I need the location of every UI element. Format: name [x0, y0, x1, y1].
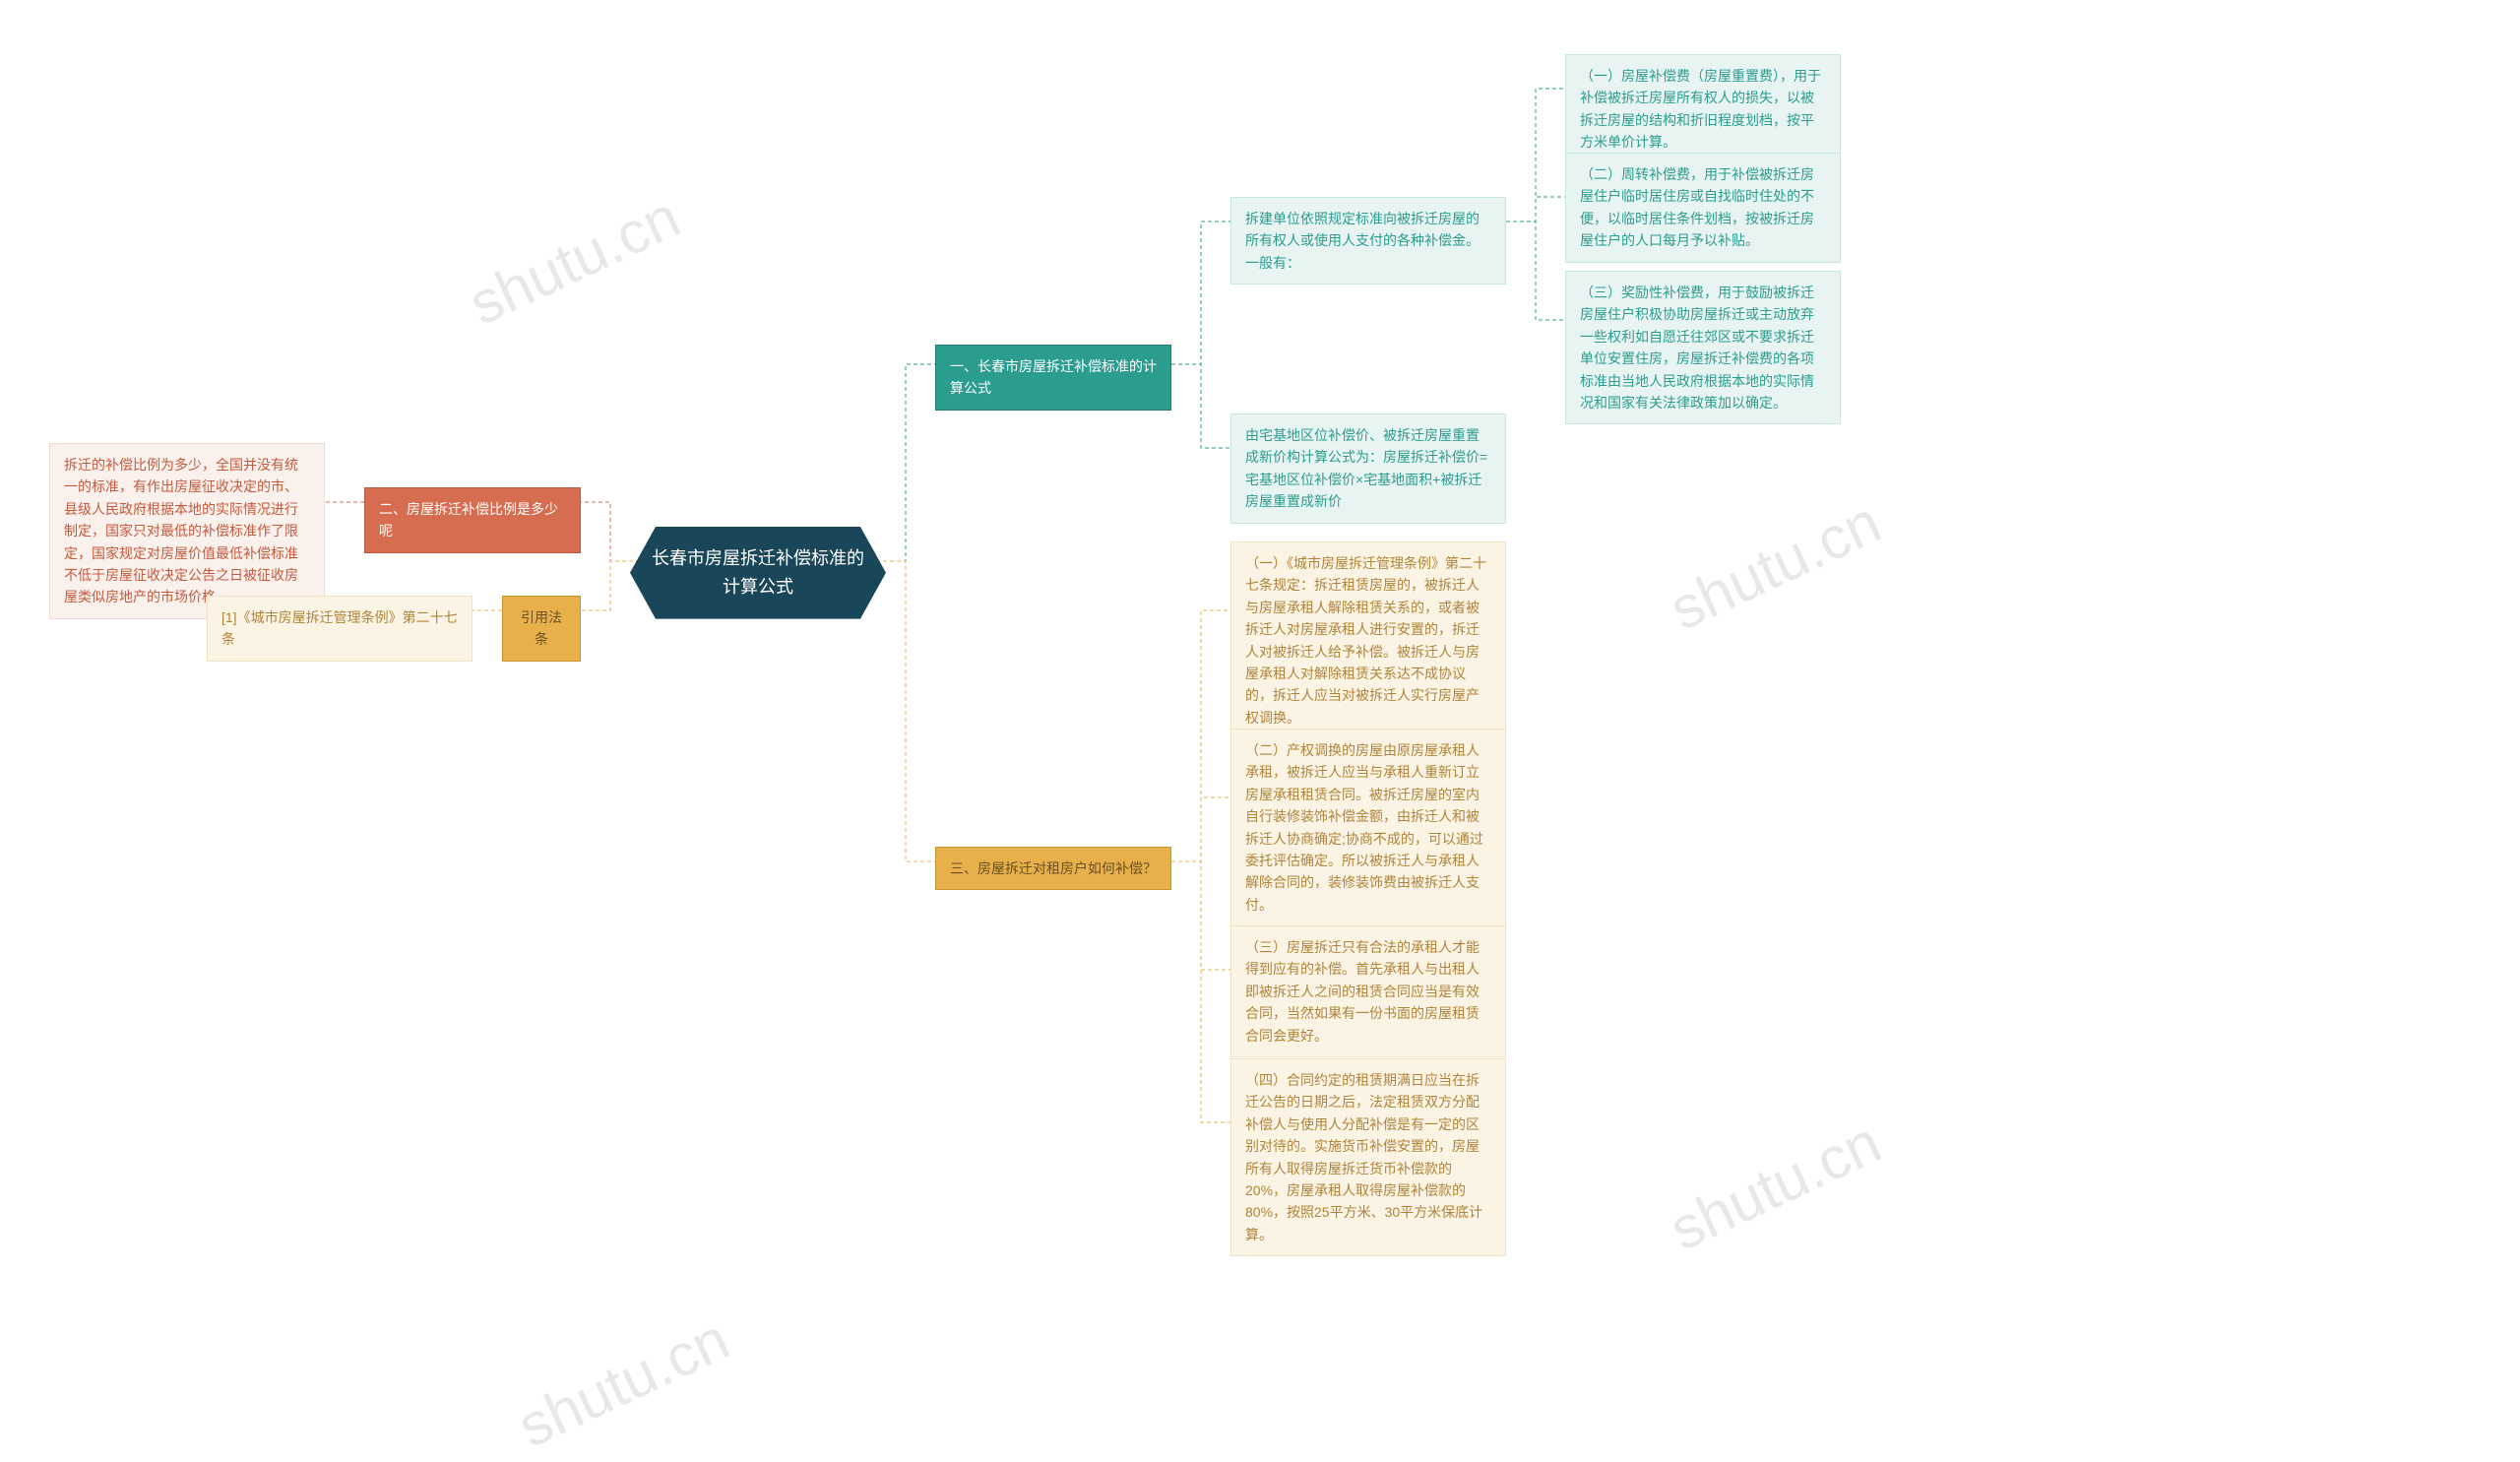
branch-1-child-1-sub-1: （一）房屋补偿费（房屋重置费），用于补偿被拆迁房屋所有权人的损失，以被拆迁房屋的…	[1565, 54, 1841, 164]
branch-1-child-2: 由宅基地区位补偿价、被拆迁房屋重置成新价构计算公式为：房屋拆迁补偿价=宅基地区位…	[1230, 413, 1506, 524]
branch-1-child-1: 拆建单位依照规定标准向被拆迁房屋的所有权人或使用人支付的各种补偿金。一般有：	[1230, 197, 1506, 285]
branch-1: 一、长春市房屋拆迁补偿标准的计算公式	[935, 345, 1171, 411]
watermark: shutu.cn	[1660, 1108, 1891, 1263]
branch-3: 三、房屋拆迁对租房户如何补偿？	[935, 847, 1171, 890]
watermark: shutu.cn	[1660, 487, 1891, 643]
branch-3-child-1: （一）《城市房屋拆迁管理条例》第二十七条规定：拆迁租赁房屋的，被拆迁人与房屋承租…	[1230, 541, 1506, 739]
branch-1-child-1-sub-3: （三）奖励性补偿费，用于鼓励被拆迁房屋住户积极协助房屋拆迁或主动放弃一些权利如自…	[1565, 271, 1841, 424]
watermark: shutu.cn	[508, 1304, 739, 1460]
root-node: 长春市房屋拆迁补偿标准的计算公式	[630, 527, 886, 619]
branch-4: 引用法条	[502, 596, 581, 662]
branch-3-child-4: （四）合同约定的租赁期满日应当在拆迁公告的日期之后，法定租赁双方分配补偿人与使用…	[1230, 1058, 1506, 1256]
watermark: shutu.cn	[459, 182, 690, 338]
branch-2: 二、房屋拆迁补偿比例是多少呢	[364, 487, 581, 553]
branch-3-child-2: （二）产权调换的房屋由原房屋承租人承租，被拆迁人应当与承租人重新订立房屋承租租赁…	[1230, 729, 1506, 926]
branch-2-child-1: 拆迁的补偿比例为多少，全国并没有统一的标准，有作出房屋征收决定的市、县级人民政府…	[49, 443, 325, 619]
branch-4-child-1: [1]《城市房屋拆迁管理条例》第二十七条	[207, 596, 472, 662]
branch-1-child-1-sub-2: （二）周转补偿费，用于补偿被拆迁房屋住户临时居住房或自找临时住处的不便，以临时居…	[1565, 153, 1841, 263]
mindmap-canvas: shutu.cn shutu.cn shutu.cn shutu.cn 长春市房…	[197, 0, 2520, 1462]
branch-3-child-3: （三）房屋拆迁只有合法的承租人才能得到应有的补偿。首先承租人与出租人即被拆迁人之…	[1230, 925, 1506, 1057]
